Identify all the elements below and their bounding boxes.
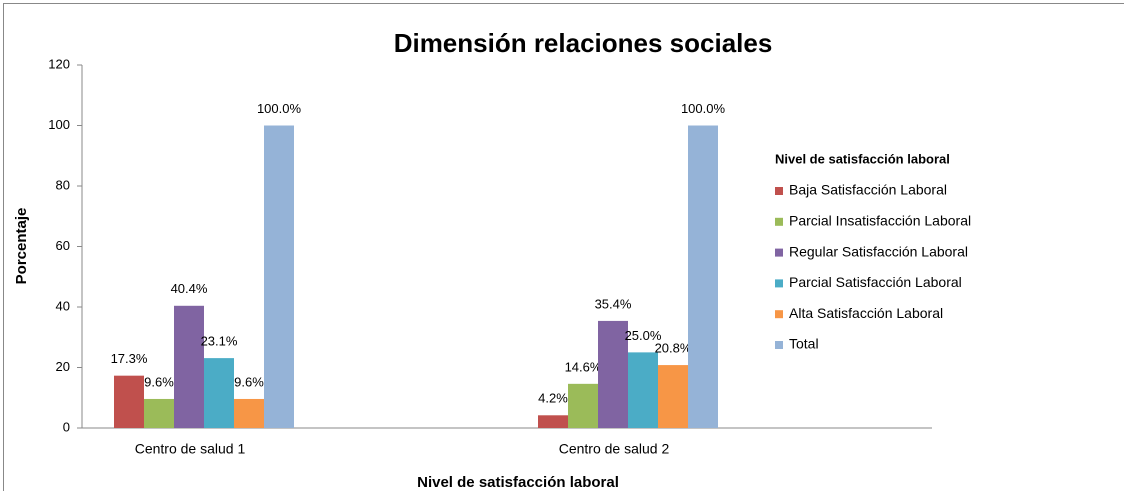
- bar: [658, 365, 688, 428]
- data-label: 25.0%: [625, 328, 662, 343]
- bar: [598, 320, 628, 428]
- data-label: 100.0%: [681, 101, 726, 116]
- legend-label: Parcial Insatisfacción Laboral: [789, 213, 971, 229]
- legend-swatch: [775, 187, 783, 195]
- y-tick-label: 60: [56, 238, 70, 253]
- data-label: 23.1%: [201, 334, 238, 349]
- legend-label: Alta Satisfacción Laboral: [789, 305, 943, 321]
- data-label: 20.8%: [655, 341, 692, 356]
- x-tick-label: Centro de salud 2: [559, 441, 670, 457]
- y-axis-title: Porcentaje: [13, 208, 30, 285]
- chart-frame: [3, 3, 1124, 491]
- legend-label: Baja Satisfacción Laboral: [789, 182, 947, 198]
- legend-title: Nivel de satisfacción laboral: [775, 151, 950, 166]
- y-tick-label: 100: [48, 117, 70, 132]
- chart-title: Dimensión relaciones sociales: [394, 28, 773, 58]
- data-label: 35.4%: [595, 296, 632, 311]
- data-label: 40.4%: [171, 281, 208, 296]
- data-label: 14.6%: [565, 359, 602, 374]
- data-label: 9.6%: [234, 374, 264, 389]
- data-label: 100.0%: [257, 101, 302, 116]
- legend-swatch: [775, 279, 783, 288]
- legend-label: Total: [789, 336, 819, 352]
- x-tick-label: Centro de salud 1: [135, 441, 246, 457]
- bar: [688, 125, 718, 428]
- x-axis-title: Nivel de satisfacción laboral: [417, 474, 619, 491]
- bar: [568, 383, 598, 428]
- y-tick-label: 80: [56, 177, 70, 192]
- legend-swatch: [775, 341, 783, 349]
- legend-swatch: [775, 248, 783, 257]
- bar: [174, 305, 204, 428]
- legend-label: Regular Satisfacción Laboral: [789, 243, 968, 259]
- bar: [234, 398, 264, 428]
- bar: [628, 352, 658, 428]
- legend-label: Parcial Satisfacción Laboral: [789, 274, 962, 290]
- bar: [264, 125, 294, 428]
- bar: [538, 415, 568, 428]
- bar: [204, 358, 234, 428]
- y-tick-label: 20: [56, 359, 70, 374]
- y-tick-label: 0: [63, 419, 70, 434]
- bar: [114, 375, 144, 428]
- data-label: 9.6%: [144, 374, 174, 389]
- data-label: 17.3%: [111, 351, 148, 366]
- legend-swatch: [775, 217, 783, 226]
- y-tick-label: 120: [48, 56, 70, 71]
- bar: [144, 398, 174, 428]
- legend-swatch: [775, 310, 783, 319]
- y-tick-label: 40: [56, 298, 70, 313]
- data-label: 4.2%: [538, 391, 568, 406]
